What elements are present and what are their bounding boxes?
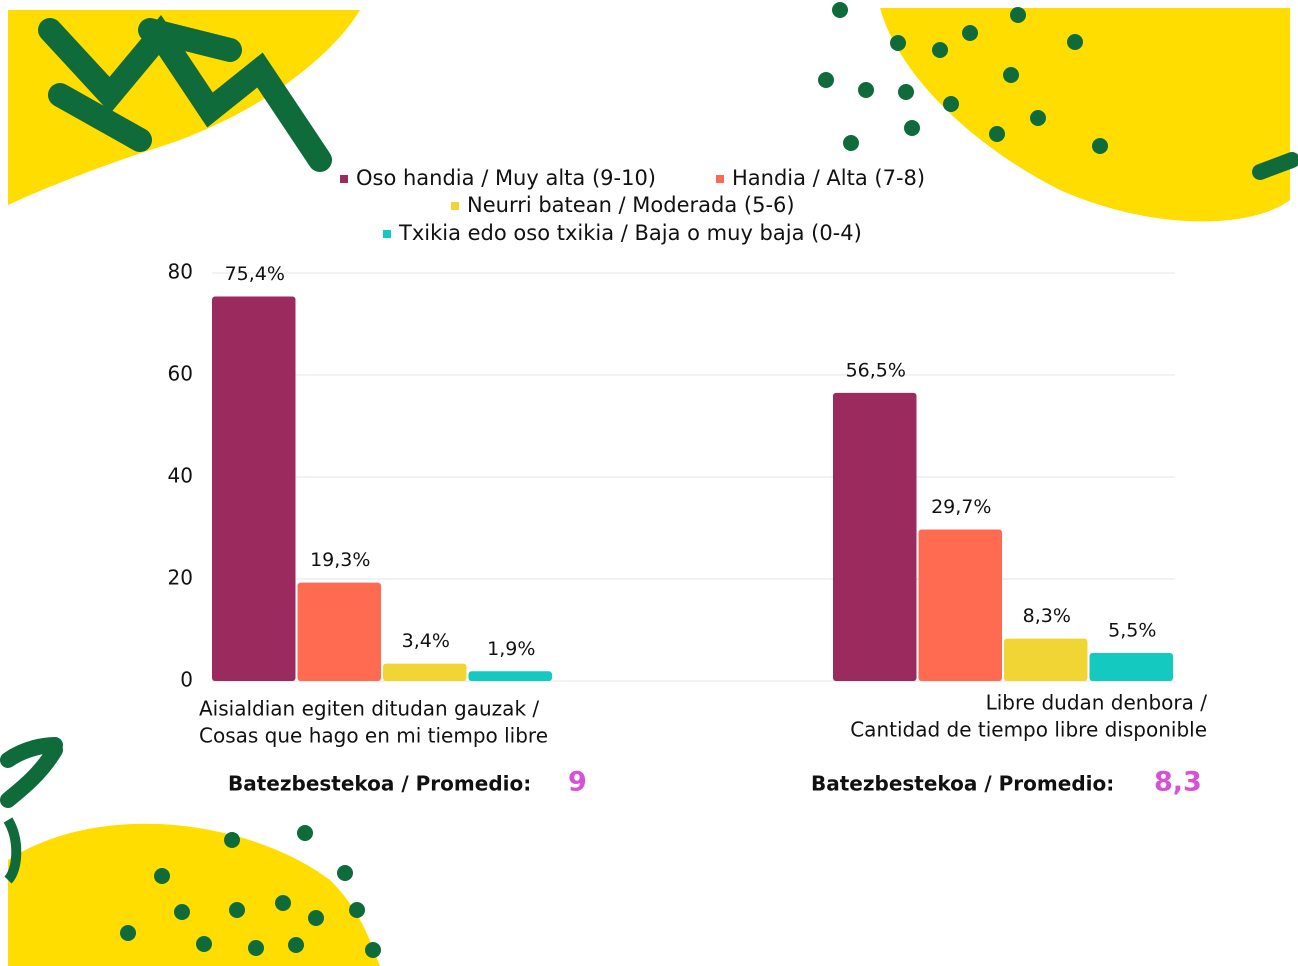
bar — [1004, 639, 1088, 681]
value-label: 1,9% — [487, 638, 535, 660]
legend-swatch — [383, 230, 391, 238]
legend-swatch — [340, 175, 348, 183]
value-label: 75,4% — [225, 263, 285, 285]
bar — [1090, 653, 1174, 681]
y-tick-label: 60 — [168, 362, 193, 386]
value-label: 56,5% — [846, 359, 906, 381]
legend-swatch — [451, 202, 459, 210]
bar — [919, 530, 1003, 681]
value-label: 29,7% — [931, 496, 991, 518]
y-tick-label: 20 — [168, 566, 193, 590]
value-label: 8,3% — [1023, 605, 1071, 627]
y-tick-label: 40 — [168, 464, 193, 488]
x-tick-label: Cosas que hago en mi tiempo libre — [199, 724, 548, 748]
chart: 0 20 40 60 80 Oso handia / Muy alta (9-10) Han… — [0, 0, 1298, 966]
bar — [212, 296, 296, 681]
decoration — [8, 2, 1292, 966]
x-tick-label: Cantidad de tiempo libre disponible — [850, 718, 1207, 742]
bar — [469, 671, 553, 681]
bar — [298, 583, 382, 681]
legend-label: Oso handia / Muy alta (9-10) — [356, 166, 656, 190]
value-label: 19,3% — [310, 549, 370, 571]
legend-label: Txikia edo oso txikia / Baja o muy baja … — [398, 221, 862, 245]
bar — [833, 393, 917, 681]
value-label: 5,5% — [1108, 619, 1156, 641]
average-value: 9 — [568, 767, 587, 798]
x-tick-label: Libre dudan denbora / — [986, 691, 1208, 715]
average-label: Batezbestekoa / Promedio: — [228, 772, 531, 796]
average-value: 8,3 — [1154, 767, 1202, 798]
legend-label: Neurri batean / Moderada (5-6) — [467, 193, 795, 217]
y-tick-label: 80 — [168, 260, 193, 284]
value-label: 3,4% — [402, 630, 450, 652]
average-label: Batezbestekoa / Promedio: — [811, 772, 1114, 796]
y-tick-label: 0 — [180, 668, 193, 692]
legend-label: Handia / Alta (7-8) — [732, 166, 925, 190]
legend-swatch — [716, 175, 724, 183]
x-tick-label: Aisialdian egiten ditudan gauzak / — [199, 697, 539, 721]
bar — [383, 664, 467, 681]
